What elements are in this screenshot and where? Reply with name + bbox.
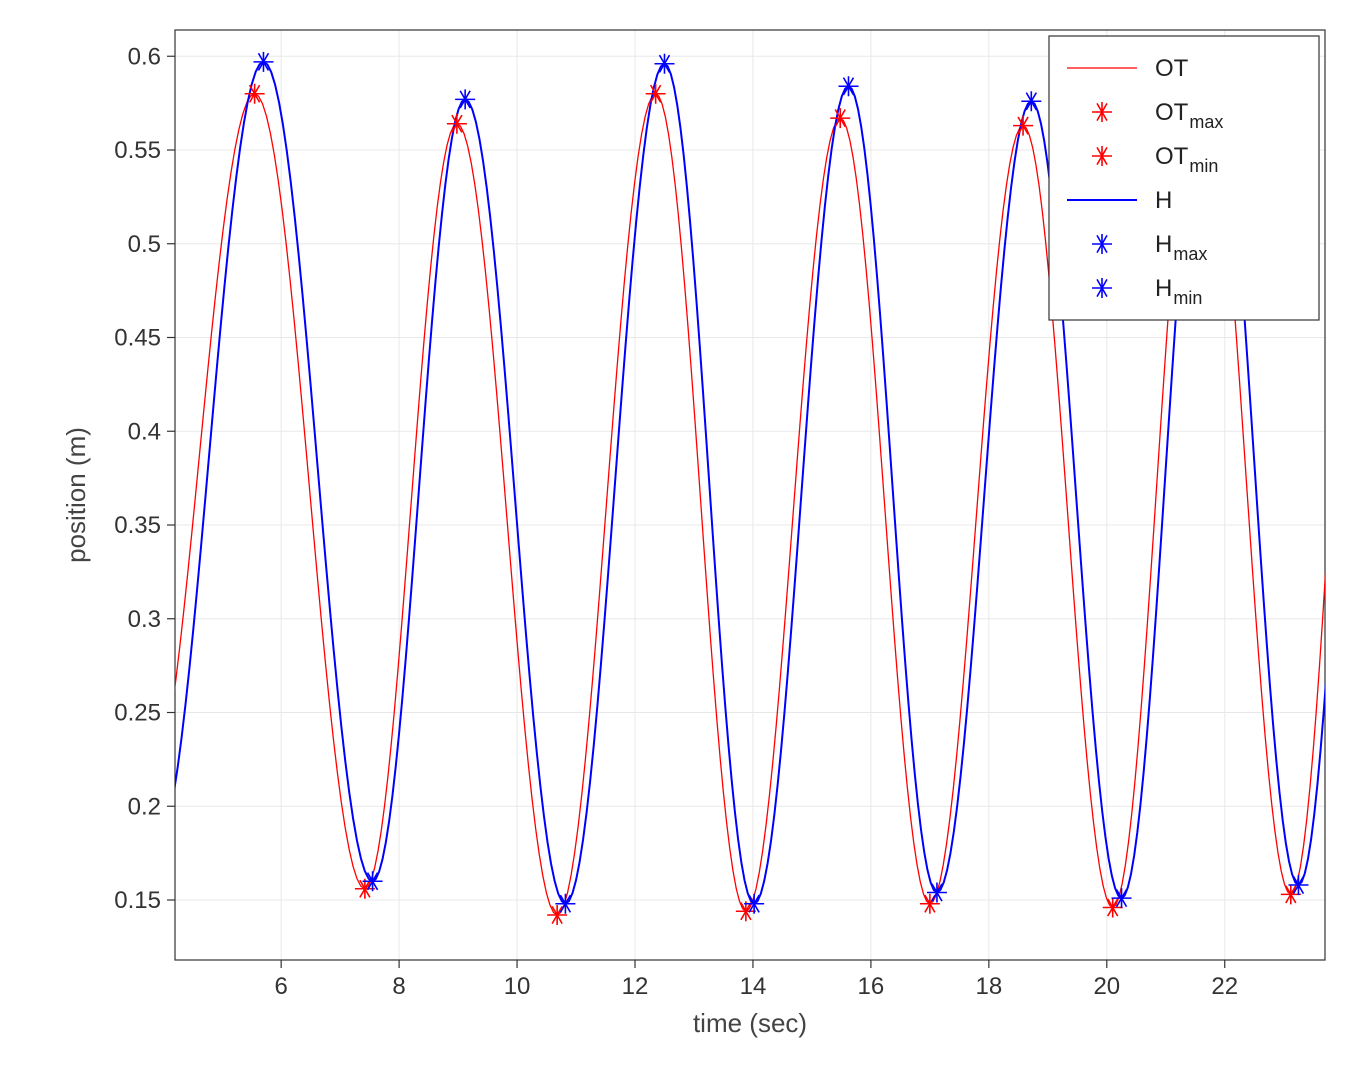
svg-text:0.2: 0.2: [128, 793, 161, 820]
svg-text:12: 12: [622, 973, 649, 1000]
legend-label: H: [1155, 187, 1172, 214]
svg-text:0.4: 0.4: [128, 418, 161, 445]
svg-text:6: 6: [274, 973, 287, 1000]
svg-text:0.55: 0.55: [114, 137, 161, 164]
svg-text:0.45: 0.45: [114, 325, 161, 352]
position-time-chart: 6 8 10 12 14 16 18 20 22 0.15 0.2 0.25 0.3 0.35 0.4 0.4…: [0, 0, 1359, 1073]
svg-text:22: 22: [1211, 973, 1238, 1000]
svg-text:20: 20: [1093, 973, 1120, 1000]
svg-text:0.25: 0.25: [114, 700, 161, 727]
svg-text:8: 8: [392, 973, 405, 1000]
svg-text:0.35: 0.35: [114, 512, 161, 539]
svg-text:0.6: 0.6: [128, 43, 161, 70]
x-axis-label: time (sec): [693, 1008, 807, 1038]
svg-text:0.15: 0.15: [114, 887, 161, 914]
chart-svg: 6 8 10 12 14 16 18 20 22 0.15 0.2 0.25 0.3 0.35 0.4 0.4…: [0, 0, 1359, 1073]
legend-label: OT: [1155, 55, 1189, 82]
svg-text:16: 16: [858, 973, 885, 1000]
svg-text:18: 18: [975, 973, 1002, 1000]
svg-text:14: 14: [740, 973, 767, 1000]
svg-text:0.3: 0.3: [128, 606, 161, 633]
svg-text:0.5: 0.5: [128, 231, 161, 258]
y-axis-label: position (m): [61, 427, 91, 563]
svg-text:10: 10: [504, 973, 531, 1000]
legend: OTOTmaxOTminHHmaxHmin: [1049, 36, 1319, 320]
